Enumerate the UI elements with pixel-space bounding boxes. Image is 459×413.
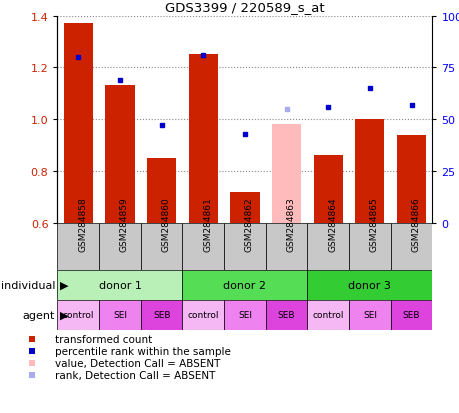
Text: GSM284858: GSM284858 — [78, 197, 87, 252]
Text: donor 3: donor 3 — [348, 280, 391, 290]
Bar — [313, 156, 342, 223]
Bar — [307, 223, 348, 271]
Bar — [307, 300, 348, 330]
Text: GSM284861: GSM284861 — [203, 197, 212, 252]
Bar — [182, 223, 224, 271]
Bar — [307, 271, 431, 300]
Text: GSM284862: GSM284862 — [244, 197, 253, 252]
Bar — [396, 135, 425, 223]
Title: GDS3399 / 220589_s_at: GDS3399 / 220589_s_at — [165, 1, 324, 14]
Text: agent: agent — [23, 310, 55, 320]
Text: ▶: ▶ — [60, 310, 68, 320]
Bar — [224, 300, 265, 330]
Text: SEI: SEI — [113, 311, 127, 320]
Bar — [140, 223, 182, 271]
Text: GSM284860: GSM284860 — [161, 197, 170, 252]
Bar — [265, 300, 307, 330]
Bar — [182, 271, 307, 300]
Text: SEI: SEI — [237, 311, 252, 320]
Bar — [271, 125, 301, 223]
Text: transformed count: transformed count — [55, 335, 151, 344]
Bar — [182, 300, 224, 330]
Text: ▶: ▶ — [60, 280, 68, 290]
Bar — [64, 24, 93, 223]
Text: SEB: SEB — [277, 311, 295, 320]
Text: GSM284865: GSM284865 — [369, 197, 378, 252]
Bar — [265, 223, 307, 271]
Bar — [354, 120, 384, 223]
Text: GSM284863: GSM284863 — [286, 197, 295, 252]
Text: donor 2: donor 2 — [223, 280, 266, 290]
Text: value, Detection Call = ABSENT: value, Detection Call = ABSENT — [55, 358, 219, 368]
Text: rank, Detection Call = ABSENT: rank, Detection Call = ABSENT — [55, 370, 215, 380]
Text: GSM284859: GSM284859 — [120, 197, 129, 252]
Bar — [57, 271, 182, 300]
Text: donor 1: donor 1 — [98, 280, 141, 290]
Bar — [57, 223, 99, 271]
Bar — [105, 86, 134, 223]
Bar — [230, 192, 259, 223]
Text: GSM284866: GSM284866 — [411, 197, 420, 252]
Text: GSM284864: GSM284864 — [328, 197, 336, 252]
Bar — [188, 55, 218, 223]
Text: control: control — [62, 311, 94, 320]
Bar — [348, 223, 390, 271]
Text: control: control — [187, 311, 218, 320]
Bar — [224, 223, 265, 271]
Text: SEI: SEI — [362, 311, 376, 320]
Bar — [140, 300, 182, 330]
Text: percentile rank within the sample: percentile rank within the sample — [55, 347, 230, 356]
Bar — [99, 300, 140, 330]
Text: SEB: SEB — [152, 311, 170, 320]
Bar — [57, 300, 99, 330]
Text: control: control — [312, 311, 343, 320]
Bar — [390, 223, 431, 271]
Bar — [147, 159, 176, 223]
Text: individual: individual — [1, 280, 55, 290]
Bar — [348, 300, 390, 330]
Bar — [390, 300, 431, 330]
Bar — [99, 223, 140, 271]
Text: SEB: SEB — [402, 311, 420, 320]
